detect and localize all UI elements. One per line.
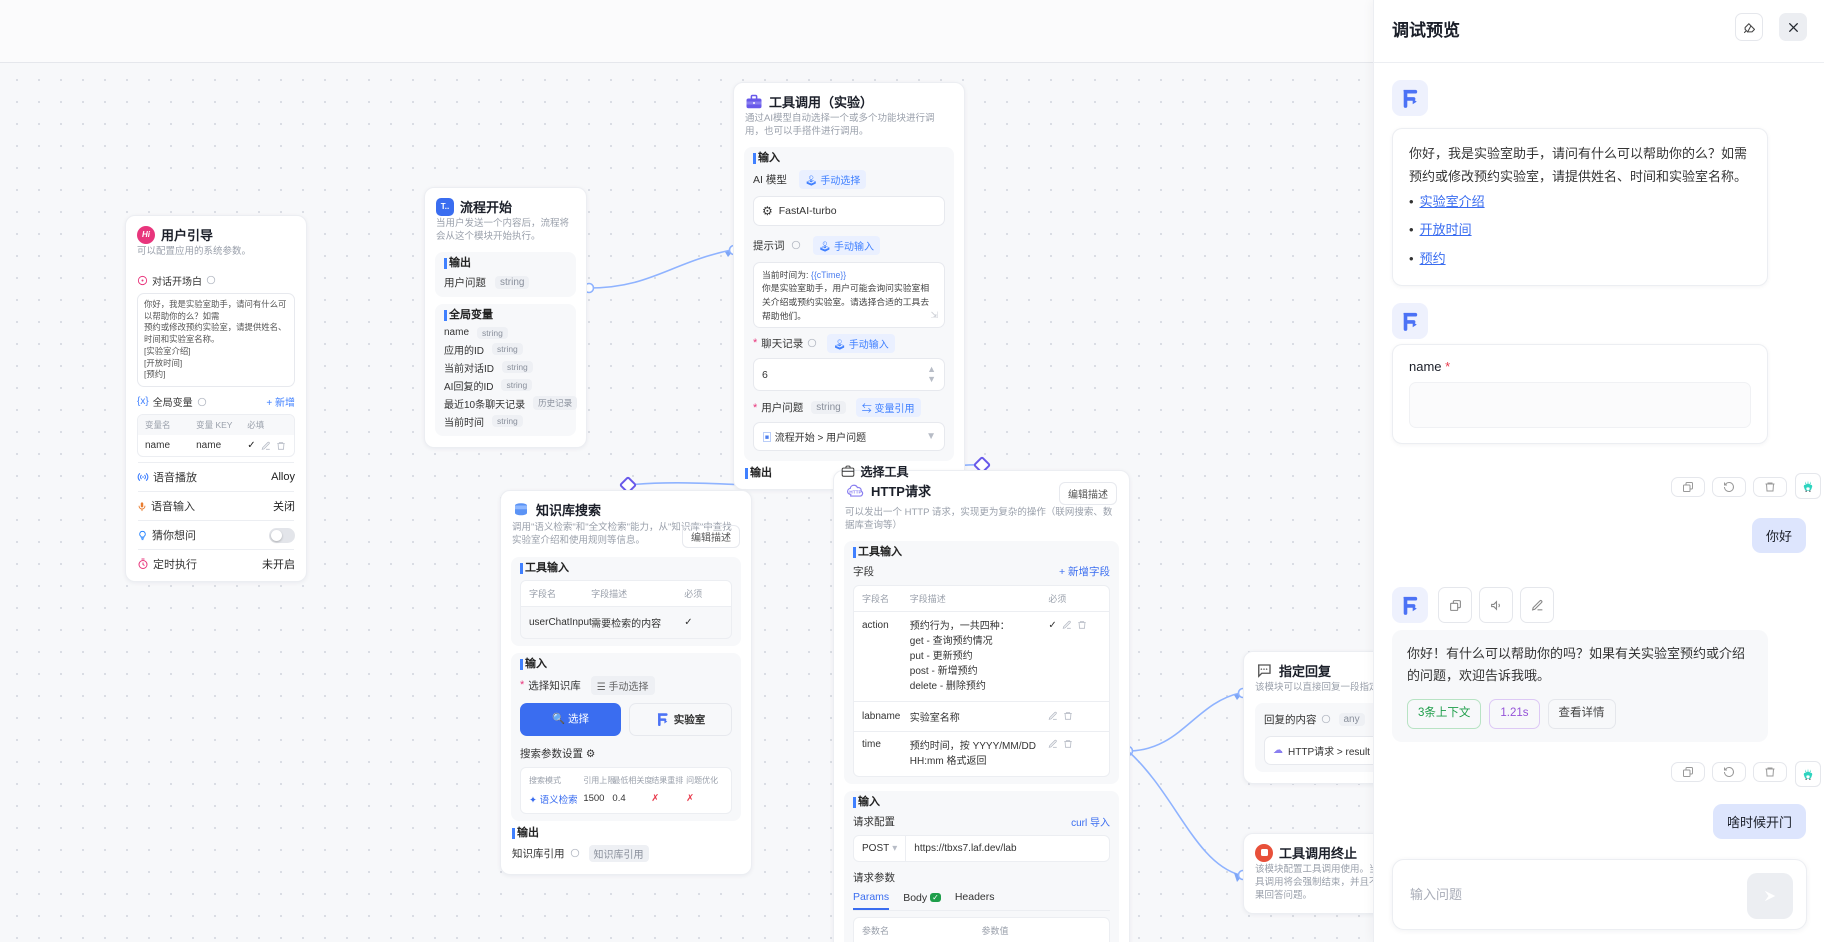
svg-text:HTTP: HTTP xyxy=(849,489,861,495)
